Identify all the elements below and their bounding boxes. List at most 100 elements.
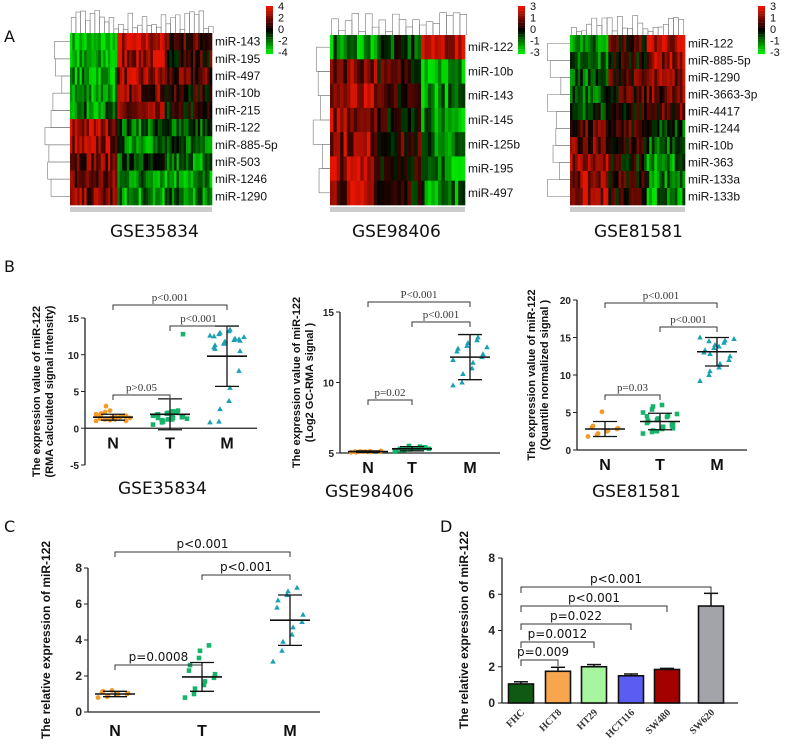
- heatmap-cell: [651, 35, 655, 53]
- heatmap-cell: [107, 33, 111, 51]
- color-scale-step: [518, 39, 525, 43]
- heatmap-cell: [387, 132, 392, 157]
- heatmap-cell: [628, 52, 632, 70]
- heatmap-cell: [150, 84, 154, 103]
- heatmap-cell: [626, 188, 630, 206]
- heatmap-cell: [598, 171, 601, 189]
- heatmap-cell: [145, 136, 149, 154]
- heatmap-cell: [164, 50, 168, 68]
- heatmap-cell: [181, 67, 184, 85]
- heatmap-cell: [343, 132, 348, 157]
- dendrogram-branch: [175, 14, 181, 33]
- heatmap-cell: [79, 170, 83, 189]
- heatmap-cell: [448, 132, 452, 157]
- heatmap-cell: [167, 170, 170, 189]
- row-label: miR-122: [688, 37, 734, 51]
- color-scale-tick: 3: [770, 1, 776, 13]
- heatmap-cell: [669, 120, 673, 138]
- heatmap-cell: [431, 59, 435, 84]
- x-category-label: FHC: [504, 707, 527, 730]
- heatmap-cell: [93, 84, 97, 103]
- heatmap-cell: [155, 101, 158, 120]
- heatmap-cell: [414, 180, 419, 206]
- heatmap-cell: [570, 35, 573, 53]
- heatmap-cell: [190, 153, 194, 171]
- heatmap-cell: [141, 101, 144, 120]
- heatmap-cell: [407, 35, 412, 60]
- heatmap-cell: [438, 59, 442, 84]
- heatmap-cell: [178, 119, 182, 137]
- heatmap-cell: [150, 136, 154, 154]
- heatmap-cell: [621, 52, 624, 70]
- dendrogram-branch: [365, 13, 373, 35]
- significance-bracket: [201, 574, 291, 580]
- dendrogram-branch: [351, 13, 359, 35]
- heatmap-cell: [674, 103, 678, 121]
- heatmap-cell: [74, 84, 78, 103]
- heatmap-cell: [110, 170, 113, 189]
- heatmap-cell: [397, 59, 402, 84]
- color-scale-step: [758, 6, 765, 9]
- heatmap-cell: [363, 107, 368, 133]
- heatmap-cell: [119, 101, 123, 120]
- heatmap-cell: [107, 170, 111, 189]
- heatmap-cell: [86, 67, 90, 85]
- heatmap-cell: [654, 69, 658, 87]
- heatmap-cell: [148, 101, 151, 120]
- p-value-label: p=0.02: [375, 387, 406, 399]
- heatmap-cell: [424, 59, 429, 84]
- heatmap-cell: [81, 101, 85, 120]
- heatmap-cell: [421, 156, 425, 182]
- heatmap-cell: [340, 156, 344, 182]
- heatmap-cell: [628, 35, 632, 53]
- heatmap-cell: [330, 156, 334, 182]
- heatmap-cell: [458, 59, 462, 84]
- heatmap-cell: [390, 35, 395, 60]
- heatmap-cell: [131, 101, 135, 120]
- color-scale-step: [518, 15, 525, 19]
- heatmap-cell: [595, 86, 599, 104]
- heatmap-cell: [448, 156, 452, 182]
- significance-bracket: [367, 399, 413, 405]
- heatmap-cell: [628, 120, 632, 138]
- heatmap-cell: [654, 171, 658, 189]
- heatmap-cell: [600, 35, 604, 53]
- dendrogram-branch: [44, 127, 70, 146]
- data-point: [585, 434, 591, 439]
- heatmap-cell: [677, 154, 681, 172]
- heatmap-cell: [659, 120, 663, 138]
- heatmap-cell: [164, 153, 168, 171]
- dendrogram-branch: [146, 25, 152, 33]
- heatmap-cell: [367, 107, 371, 133]
- significance-bracket: [169, 325, 228, 331]
- row-label: miR-1290: [688, 71, 740, 85]
- heatmap-cell: [598, 154, 601, 172]
- heatmap-cell: [195, 170, 199, 189]
- color-scale-step: [518, 27, 525, 31]
- heatmap-cell: [98, 153, 102, 171]
- heatmap-cell: [404, 59, 408, 84]
- dendrogram-branch: [338, 30, 346, 35]
- data-point: [102, 409, 108, 415]
- heatmap-cell: [129, 119, 132, 137]
- data-point: [475, 334, 481, 340]
- heatmap-cell: [209, 50, 213, 68]
- heatmap-cell: [603, 52, 607, 70]
- heatmap-cell: [623, 188, 627, 206]
- heatmap-cell: [610, 137, 614, 155]
- heatmap-cell: [346, 107, 351, 133]
- heatmap-cell: [103, 153, 106, 171]
- heatmap-cell: [659, 86, 663, 104]
- heatmap-cell: [417, 59, 422, 84]
- heatmap-cell: [84, 33, 87, 51]
- heatmap-cell: [451, 59, 456, 84]
- heatmap-cell: [387, 180, 392, 206]
- heatmap-cell: [646, 171, 650, 189]
- heatmap-cell: [600, 188, 604, 206]
- data-point: [175, 408, 181, 413]
- heatmap-cell: [373, 59, 378, 84]
- heatmap-gse98406: miR-122miR-10bmiR-143miR-145miR-125bmiR-…: [312, 1, 540, 242]
- heatmap-cell: [646, 69, 650, 87]
- dendrogram-branch: [358, 31, 366, 35]
- heatmap-cell: [114, 170, 118, 189]
